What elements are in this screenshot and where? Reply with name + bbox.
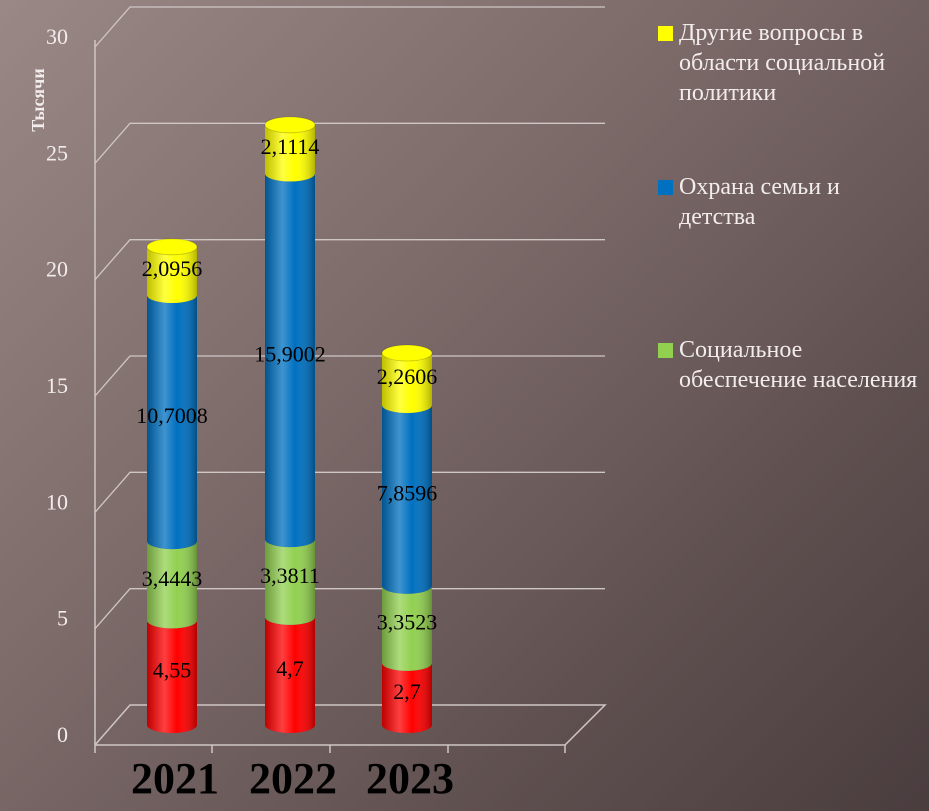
data-label: 3,4443 — [142, 566, 203, 591]
y-axis-label: Тысячи — [28, 68, 48, 131]
floor — [94, 704, 607, 746]
x-tick-label: 2023 — [366, 754, 454, 803]
data-label: 15,9002 — [254, 341, 326, 366]
x-tick-label: 2021 — [131, 754, 219, 803]
bar-shade — [147, 246, 197, 304]
bar-shade — [147, 295, 197, 550]
bar-shade — [382, 353, 432, 414]
y-tick-label: 20 — [46, 257, 68, 282]
y-tick-label: 30 — [46, 24, 68, 49]
bar-shade — [382, 585, 432, 671]
grid-line — [94, 6, 605, 48]
y-tick-label: 10 — [46, 489, 68, 514]
data-label: 3,3523 — [377, 609, 438, 634]
data-label: 3,3811 — [260, 563, 320, 588]
data-label: 4,7 — [276, 656, 304, 681]
x-tick-label: 2022 — [249, 754, 337, 803]
data-label: 4,55 — [153, 658, 192, 683]
legend-swatch — [658, 26, 673, 41]
bar-shade — [382, 662, 432, 733]
bar-shade — [265, 616, 315, 733]
data-label: 10,7008 — [136, 403, 208, 428]
y-tick-label: 25 — [46, 140, 68, 165]
legend-label: Социальное обеспечение населения — [679, 337, 918, 393]
bar-top — [146, 238, 198, 256]
legend-item: Другие вопросы в области социальной поли… — [658, 18, 928, 108]
legend-swatch — [658, 180, 673, 195]
data-label: 2,1114 — [261, 134, 320, 159]
bar-shade — [382, 405, 432, 594]
bar-shade — [147, 620, 197, 733]
y-tick-label: 15 — [46, 373, 68, 398]
grid-line — [94, 588, 605, 630]
bar-shade — [265, 124, 315, 182]
y-tick-label: 5 — [57, 606, 68, 631]
legend-label: Другие вопросы в области социальной поли… — [679, 20, 886, 106]
grid-line — [94, 355, 605, 397]
grid-line — [94, 122, 605, 164]
data-label: 2,0956 — [142, 256, 203, 281]
legend-swatch — [658, 343, 673, 358]
grid-line — [94, 471, 605, 513]
data-label: 2,7 — [393, 679, 421, 704]
data-label: 7,8596 — [377, 480, 438, 505]
legend-item: Охрана семьи и детства — [658, 172, 928, 232]
bar-shade — [265, 173, 315, 548]
legend-item: Социальное обеспечение населения — [658, 335, 928, 395]
bar-shade — [147, 541, 197, 629]
legend-label: Охрана семьи и детства — [679, 174, 840, 230]
data-label: 2,2606 — [377, 364, 438, 389]
bar-shade — [265, 539, 315, 625]
y-tick-label: 0 — [57, 722, 68, 747]
bar-top — [264, 116, 316, 134]
grid-line — [94, 239, 605, 281]
bar-top — [381, 344, 433, 362]
